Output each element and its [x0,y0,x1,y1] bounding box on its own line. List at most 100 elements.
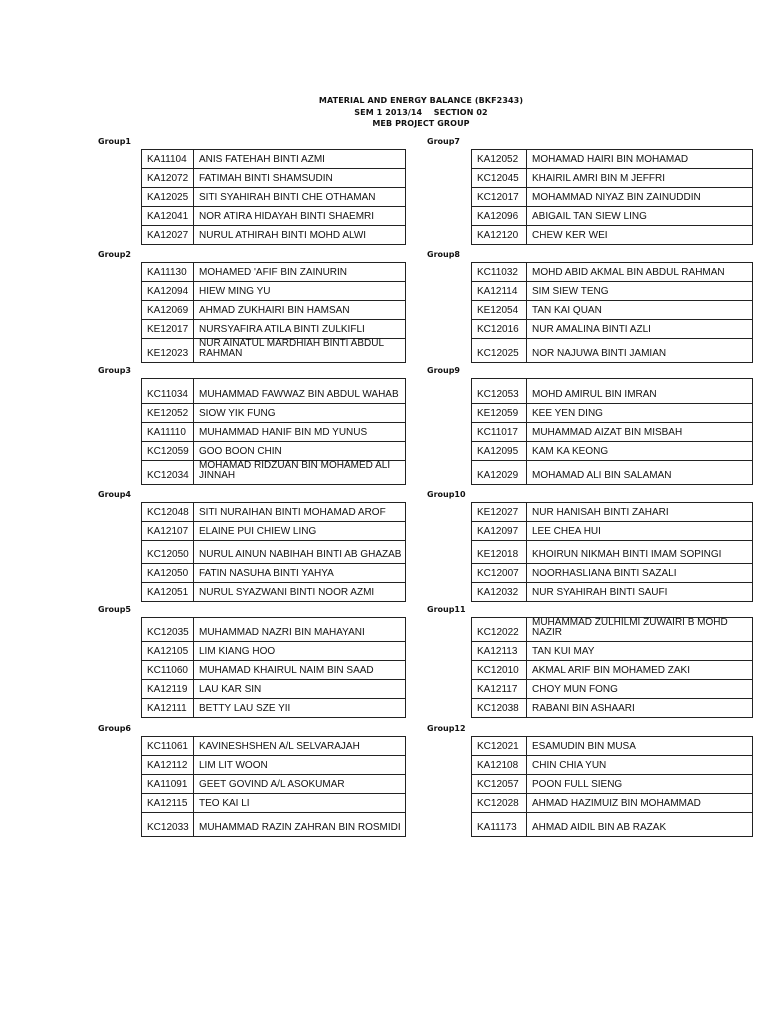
member-row: KC12010 AKMAL ARIF BIN MOHAMED ZAKI [471,660,753,680]
student-name: GOO BOON CHIN [193,441,406,461]
student-id: KA12094 [141,281,194,301]
group-table: KC12022 MUHAMMAD ZULHILMI ZUWAIRI B MOHD … [471,617,753,718]
student-id: KA12069 [141,300,194,320]
student-id: KA12096 [471,206,527,226]
student-id: KC12033 [141,812,194,837]
student-id: KE12018 [471,540,527,564]
student-name: MUHAMMAD NAZRI BIN MAHAYANI [193,617,406,642]
student-id: KA12072 [141,168,194,188]
student-id: KA12029 [471,460,527,485]
member-row: KA12112 LIM LIT WOON [141,755,406,775]
member-row: KA12111 BETTY LAU SZE YII [141,698,406,718]
student-name: AHMAD HAZIMUIZ BIN MOHAMMAD [526,793,753,813]
member-row: KA12119 LAU KAR SIN [141,679,406,699]
member-row: KA11104 ANIS FATEHAH BINTI AZMI [141,149,406,169]
student-id: KC11061 [141,736,194,756]
student-id: KC11032 [471,262,527,282]
student-name: NUR HANISAH BINTI ZAHARI [526,502,753,522]
student-id: KA12112 [141,755,194,775]
group-table: KC11034 MUHAMMAD FAWWAZ BIN ABDUL WAHAB KE… [141,378,406,485]
group-label: Group9 [427,366,460,375]
member-row: KA12107 ELAINE PUI CHIEW LING [141,521,406,541]
semester-section: SEM 1 2013/14 SECTION 02 [354,108,488,117]
member-row: KA11110 MUHAMMAD HANIF BIN MD YUNUS [141,422,406,442]
student-name: FATIMAH BINTI SHAMSUDIN [193,168,406,188]
member-row: KE12017 NURSYAFIRA ATILA BINTI ZULKIFLI [141,319,406,339]
student-id: KC12021 [471,736,527,756]
student-id: KC12010 [471,660,527,680]
member-row: KA12117 CHOY MUN FONG [471,679,753,699]
student-name: SIOW YIK FUNG [193,403,406,423]
student-name: LEE CHEA HUI [526,521,753,541]
member-row: KC12025 NOR NAJUWA BINTI JAMIAN [471,338,753,363]
member-row: KC12021 ESAMUDIN BIN MUSA [471,736,753,756]
member-row: KA12115 TEO KAI LI [141,793,406,813]
student-name: RABANI BIN ASHAARI [526,698,753,718]
student-id: KA11173 [471,812,527,837]
student-name: KHOIRUN NIKMAH BINTI IMAM SOPINGI [526,540,753,564]
group-table: KA12052 MOHAMAD HAIRI BIN MOHAMAD KC12045 K… [471,149,753,245]
member-row: KC12057 POON FULL SIENG [471,774,753,794]
student-id: KC12053 [471,378,527,404]
student-name: MUHAMMAD ZULHILMI ZUWAIRI B MOHD NAZIR [526,617,753,642]
group-label: Group1 [98,137,131,146]
student-id: KC12025 [471,338,527,363]
group-table: KC11032 MOHD ABID AKMAL BIN ABDUL RAHMAN K… [471,262,753,363]
student-name: KEE YEN DING [526,403,753,423]
member-row: KE12027 NUR HANISAH BINTI ZAHARI [471,502,753,522]
group-table: KC12048 SITI NURAIHAN BINTI MOHAMAD AROF K… [141,502,406,602]
member-row: KC12017 MOHAMMAD NIYAZ BIN ZAINUDDIN [471,187,753,207]
student-name: LIM LIT WOON [193,755,406,775]
member-row: KC12028 AHMAD HAZIMUIZ BIN MOHAMMAD [471,793,753,813]
student-id: KA12041 [141,206,194,226]
group-label: Group2 [98,250,131,259]
member-row: KA11173 AHMAD AIDIL BIN AB RAZAK [471,812,753,837]
member-row: KA12108 CHIN CHIA YUN [471,755,753,775]
student-id: KE12027 [471,502,527,522]
student-name: MUHAMMAD HANIF BIN MD YUNUS [193,422,406,442]
student-name: NURUL SYAZWANI BINTI NOOR AZMI [193,582,406,602]
student-id: KC12028 [471,793,527,813]
member-row: KC12034 MOHAMAD RIDZUAN BIN MOHAMED ALI J… [141,460,406,485]
student-id: KA12114 [471,281,527,301]
member-row: KC12050 NURUL AINUN NABIHAH BINTI AB GHAZ… [141,540,406,564]
document-title: MATERIAL AND ENERGY BALANCE (BKF2343) [318,96,524,105]
member-row: KA12027 NURUL ATHIRAH BINTI MOHD ALWI [141,225,406,245]
member-row: KA12096 ABIGAIL TAN SIEW LING [471,206,753,226]
member-row: KC12059 GOO BOON CHIN [141,441,406,461]
student-id: KA12113 [471,641,527,661]
student-name: CHIN CHIA YUN [526,755,753,775]
member-row: KA12097 LEE CHEA HUI [471,521,753,541]
student-name: CHOY MUN FONG [526,679,753,699]
member-row: KC11034 MUHAMMAD FAWWAZ BIN ABDUL WAHAB [141,378,406,404]
student-id: KC12022 [471,617,527,642]
group-table: KA11104 ANIS FATEHAH BINTI AZMI KA12072 FAT… [141,149,406,245]
group-table: KA11130 MOHAMED 'AFIF BIN ZAINURIN KA12094… [141,262,406,363]
student-name: GEET GOVIND A/L ASOKUMAR [193,774,406,794]
student-id: KC12059 [141,441,194,461]
student-id: KC11017 [471,422,527,442]
student-id: KE12059 [471,403,527,423]
student-id: KC12050 [141,540,194,564]
member-row: KC11032 MOHD ABID AKMAL BIN ABDUL RAHMAN [471,262,753,282]
student-name: TAN KAI QUAN [526,300,753,320]
student-id: KC12016 [471,319,527,339]
document-subtitle: MEB PROJECT GROUP [372,119,470,128]
student-name: SIM SIEW TENG [526,281,753,301]
student-id: KA12095 [471,441,527,461]
member-row: KA12072 FATIMAH BINTI SHAMSUDIN [141,168,406,188]
student-name: TAN KUI MAY [526,641,753,661]
student-id: KC12038 [471,698,527,718]
member-row: KE12059 KEE YEN DING [471,403,753,423]
member-row: KA12051 NURUL SYAZWANI BINTI NOOR AZMI [141,582,406,602]
student-id: KC12035 [141,617,194,642]
group-label: Group6 [98,724,131,733]
member-row: KE12023 NUR AINATUL MARDHIAH BINTI ABDUL … [141,338,406,363]
student-name: NUR SYAHIRAH BINTI SAUFI [526,582,753,602]
student-name: MOHAMAD RIDZUAN BIN MOHAMED ALI JINNAH [193,460,406,485]
member-row: KC12033 MUHAMMAD RAZIN ZAHRAN BIN ROSMIDI [141,812,406,837]
student-name: ABIGAIL TAN SIEW LING [526,206,753,226]
student-id: KA12052 [471,149,527,169]
student-id: KA11110 [141,422,194,442]
member-row: KC12035 MUHAMMAD NAZRI BIN MAHAYANI [141,617,406,642]
